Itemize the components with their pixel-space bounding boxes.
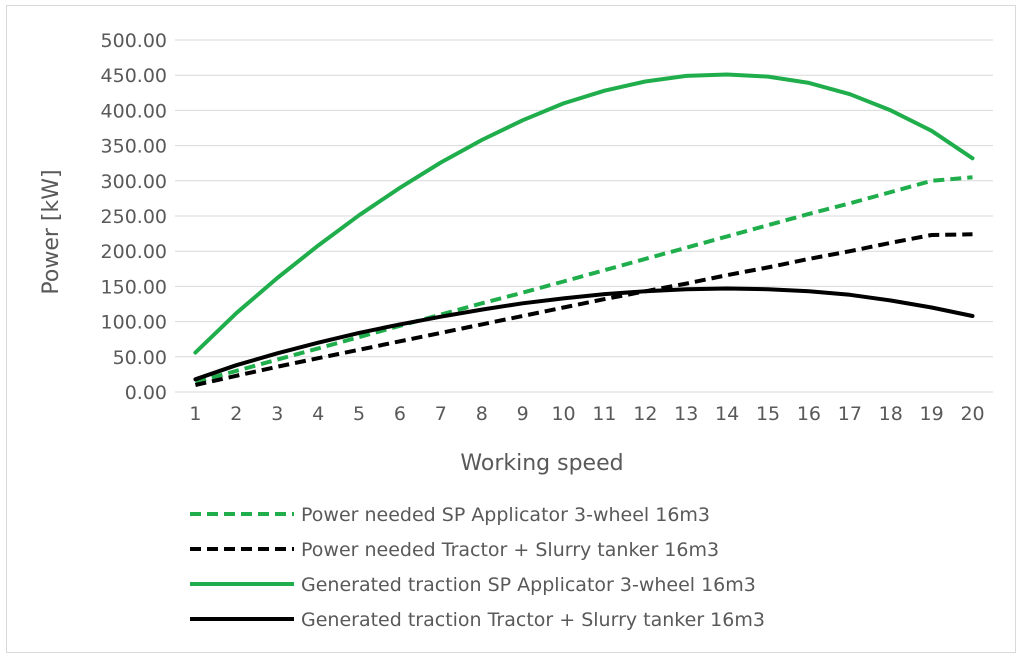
y-axis-label: Power [kW] (39, 169, 64, 294)
series-lines (193, 72, 975, 387)
x-tick-label: 3 (271, 403, 283, 425)
series-line-2 (194, 232, 973, 387)
y-tick-label: 100.00 (101, 312, 167, 334)
y-tick-label: 300.00 (101, 171, 167, 193)
legend: Power needed SP Applicator 3-wheel 16m3 P… (190, 504, 765, 631)
x-tick-label: 2 (230, 403, 242, 425)
gridlines (175, 39, 993, 393)
x-tick-label: 19 (920, 403, 944, 425)
line-chart: 0.00 50.00 100.00 150.00 200.00 250.00 300.00 3… (39, 30, 993, 631)
y-tick-label: 500.00 (101, 30, 167, 52)
x-tick-label: 5 (353, 403, 365, 425)
y-tick-label: 450.00 (101, 65, 167, 87)
x-tick-label: 15 (756, 403, 780, 425)
x-tick-label: 1 (189, 403, 201, 425)
legend-label-2: Power needed Tractor + Slurry tanker 16m… (301, 539, 719, 561)
x-tick-label: 20 (960, 403, 984, 425)
y-tick-label: 250.00 (101, 206, 167, 228)
x-tick-label: 17 (838, 403, 862, 425)
x-tick-label: 14 (715, 403, 739, 425)
x-tick-label: 12 (633, 403, 657, 425)
series-line-4 (193, 286, 975, 382)
x-tick-label: 18 (879, 403, 903, 425)
x-axis-label: Working speed (460, 451, 623, 476)
series-line-3 (193, 72, 975, 355)
x-tick-label: 6 (394, 403, 406, 425)
x-tick-label: 4 (312, 403, 324, 425)
legend-label-3: Generated traction SP Applicator 3-wheel… (301, 574, 756, 596)
x-tick-labels: 1 2 3 4 5 6 7 8 9 10 11 12 13 14 15 16 17 18 19 20 (189, 403, 984, 425)
y-tick-label: 400.00 (101, 100, 167, 122)
series-line-1 (194, 175, 973, 385)
x-tick-label: 7 (435, 403, 447, 425)
x-tick-label: 10 (551, 403, 575, 425)
x-tick-label: 13 (674, 403, 698, 425)
y-tick-label: 0.00 (125, 382, 167, 404)
y-tick-labels: 0.00 50.00 100.00 150.00 200.00 250.00 300.00 3… (101, 30, 167, 404)
legend-label-4: Generated traction Tractor + Slurry tank… (301, 609, 765, 631)
y-tick-label: 350.00 (101, 136, 167, 158)
chart-frame: 0.00 50.00 100.00 150.00 200.00 250.00 300.00 3… (6, 5, 1016, 653)
x-tick-label: 9 (517, 403, 529, 425)
x-tick-label: 11 (592, 403, 616, 425)
x-tick-label: 16 (797, 403, 821, 425)
legend-label-1: Power needed SP Applicator 3-wheel 16m3 (301, 504, 710, 526)
x-tick-label: 8 (476, 403, 488, 425)
y-tick-label: 150.00 (101, 276, 167, 298)
y-tick-label: 200.00 (101, 241, 167, 263)
y-tick-label: 50.00 (113, 347, 167, 369)
